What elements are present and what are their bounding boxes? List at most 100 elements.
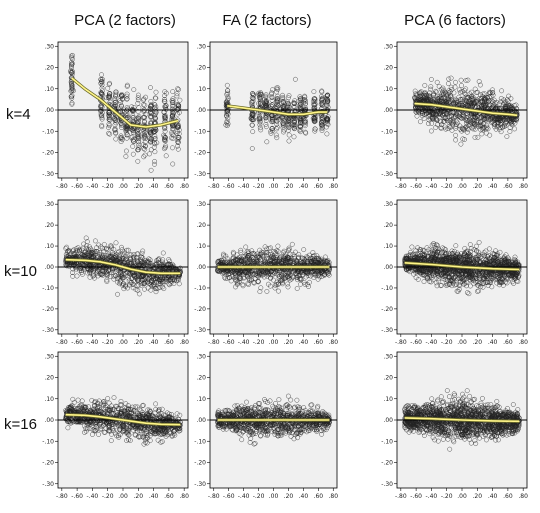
y-tick-label: .00	[196, 107, 206, 114]
data-point	[325, 99, 331, 105]
data-point	[107, 93, 113, 99]
data-point	[70, 270, 75, 276]
data-point	[453, 98, 459, 104]
data-point	[289, 276, 295, 282]
data-point	[131, 252, 137, 258]
data-point	[312, 102, 317, 108]
data-point	[507, 125, 513, 131]
data-point	[106, 115, 112, 121]
data-point	[101, 248, 107, 254]
data-point	[311, 89, 317, 95]
data-point	[509, 121, 515, 127]
data-point	[162, 89, 168, 95]
data-point	[280, 94, 286, 100]
data-point	[489, 115, 495, 121]
x-tick-label: -.80	[395, 339, 407, 346]
y-tick-label: .20	[196, 222, 206, 229]
x-tick-label: -.40	[238, 183, 250, 190]
data-point	[92, 250, 98, 256]
data-point	[473, 90, 479, 95]
data-point	[291, 124, 297, 130]
data-point	[136, 139, 142, 145]
x-tick-label: .60	[164, 339, 174, 346]
data-point	[118, 120, 124, 126]
data-point	[319, 102, 325, 108]
data-point	[238, 247, 244, 253]
data-point	[153, 104, 159, 110]
data-point	[162, 145, 168, 150]
data-point	[124, 247, 130, 253]
y-tick-label: .30	[383, 201, 393, 208]
data-point	[262, 244, 268, 250]
data-point	[263, 121, 269, 127]
data-point	[277, 255, 283, 260]
panel-k10-2: .30.20.10.00-.10-.20-.30-.80 -.60 -.40 -.20…	[381, 199, 528, 346]
data-point	[264, 288, 270, 294]
data-point	[433, 111, 439, 117]
data-point	[466, 118, 472, 124]
x-tick-label: -.60	[71, 183, 83, 190]
x-tick-label: -.20	[253, 183, 265, 190]
data-point	[308, 259, 313, 265]
data-point	[162, 104, 168, 110]
data-point	[318, 98, 324, 104]
data-point	[261, 260, 267, 265]
data-point	[286, 271, 292, 277]
data-point	[276, 270, 282, 276]
data-point	[494, 100, 500, 105]
data-point	[446, 88, 452, 94]
data-point	[99, 72, 104, 78]
data-point	[310, 250, 316, 255]
data-point	[508, 96, 514, 101]
x-tick-label: .40	[149, 339, 159, 346]
data-point	[289, 241, 295, 247]
data-point	[464, 129, 470, 135]
data-point	[287, 251, 293, 257]
data-point	[456, 102, 462, 107]
data-point	[429, 242, 435, 248]
data-point	[268, 128, 274, 134]
data-point	[154, 258, 159, 264]
data-point	[123, 126, 129, 132]
data-point	[124, 135, 130, 141]
data-point	[233, 278, 239, 284]
data-point	[250, 91, 256, 97]
data-point	[263, 98, 269, 104]
data-point	[136, 116, 141, 122]
x-tick-label: .20	[134, 339, 144, 346]
data-point	[98, 104, 104, 110]
data-point	[487, 106, 493, 112]
row-label-k4: k=4	[6, 106, 31, 123]
data-point	[467, 103, 473, 109]
data-point	[97, 263, 103, 269]
data-point	[239, 258, 245, 264]
data-point	[251, 256, 257, 262]
data-point	[243, 244, 249, 250]
data-point	[491, 97, 497, 103]
data-point	[412, 96, 418, 102]
data-point	[286, 255, 292, 261]
x-tick-label: -.20	[441, 183, 453, 190]
data-point	[285, 104, 291, 110]
data-point	[267, 259, 273, 264]
data-point	[447, 124, 453, 130]
data-point	[87, 274, 93, 280]
x-tick-label: .00	[118, 183, 128, 190]
data-point	[428, 128, 434, 134]
data-point	[444, 95, 450, 101]
x-tick-label: .80	[518, 183, 528, 190]
data-point	[303, 119, 309, 125]
data-point	[272, 249, 278, 255]
data-point	[444, 91, 450, 97]
data-point	[324, 120, 330, 126]
data-point	[302, 118, 308, 123]
data-point	[263, 115, 269, 121]
data-point	[498, 122, 503, 128]
data-point	[427, 106, 432, 112]
data-point	[154, 260, 159, 266]
data-point	[491, 103, 496, 109]
data-point	[428, 84, 434, 90]
x-tick-label: -.80	[208, 339, 220, 346]
data-point	[70, 68, 75, 74]
data-point	[225, 94, 231, 100]
